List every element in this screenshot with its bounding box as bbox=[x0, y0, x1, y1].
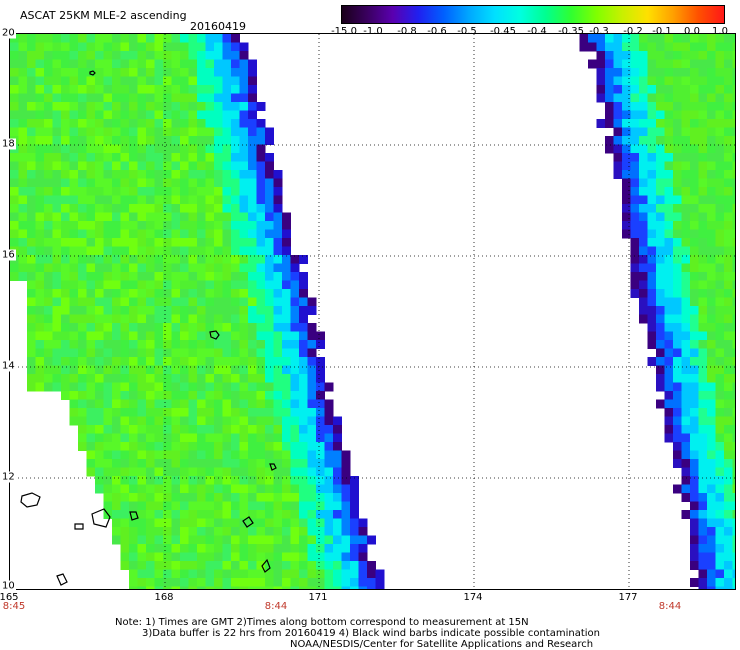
latitude-label: 18 bbox=[1, 138, 16, 150]
color-scale-label: -0.1 bbox=[652, 26, 672, 37]
wind-field-map bbox=[10, 34, 735, 589]
longitude-label: 174 bbox=[463, 592, 483, 603]
color-scale-label: -0.45 bbox=[490, 26, 516, 37]
color-scale-label: -1.0 bbox=[363, 26, 383, 37]
latitude-label: 16 bbox=[1, 249, 16, 261]
graticule bbox=[10, 34, 735, 589]
longitude-label: 177 bbox=[618, 592, 638, 603]
color-scale-label: -0.3 bbox=[589, 26, 609, 37]
longitude-label: 168 bbox=[154, 592, 174, 603]
latitude-label: 12 bbox=[1, 471, 16, 483]
map-panel[interactable] bbox=[9, 33, 736, 590]
footer-credit: NOAA/NESDIS/Center for Satellite Applica… bbox=[290, 639, 594, 650]
product-date: 20160419 bbox=[190, 20, 246, 33]
color-scale-label: -0.4 bbox=[527, 26, 547, 37]
latitude-label: 20 bbox=[1, 27, 16, 39]
color-scale-label: -0.8 bbox=[397, 26, 417, 37]
island-outlines bbox=[20, 70, 277, 586]
color-scale-bar bbox=[341, 5, 725, 24]
color-scale-label: -15.0 bbox=[331, 26, 357, 37]
pass-time-label: 8:44 bbox=[264, 601, 288, 612]
latitude-label: 10 bbox=[1, 580, 16, 592]
color-scale-label: 0.0 bbox=[684, 26, 700, 37]
product-title: ASCAT 25KM MLE-2 ascending bbox=[20, 9, 187, 22]
footer-note-line-2: 3)Data buffer is 22 hrs from 20160419 4)… bbox=[142, 628, 600, 639]
pass-time-label: 8:45 bbox=[2, 601, 26, 612]
color-scale-label: -0.6 bbox=[427, 26, 447, 37]
color-scale-label: -0.2 bbox=[623, 26, 643, 37]
wind-swath-cells bbox=[10, 34, 735, 589]
color-scale-label: 1.0 bbox=[712, 26, 728, 37]
color-scale-label: -0.35 bbox=[558, 26, 584, 37]
latitude-label: 14 bbox=[1, 360, 16, 372]
longitude-label: 171 bbox=[308, 592, 328, 603]
color-scale-label: -0.5 bbox=[457, 26, 477, 37]
longitude-label: 165 bbox=[0, 592, 19, 603]
pass-time-label: 8:44 bbox=[658, 601, 682, 612]
footer-note-line-1: Note: 1) Times are GMT 2)Times along bot… bbox=[115, 617, 529, 628]
